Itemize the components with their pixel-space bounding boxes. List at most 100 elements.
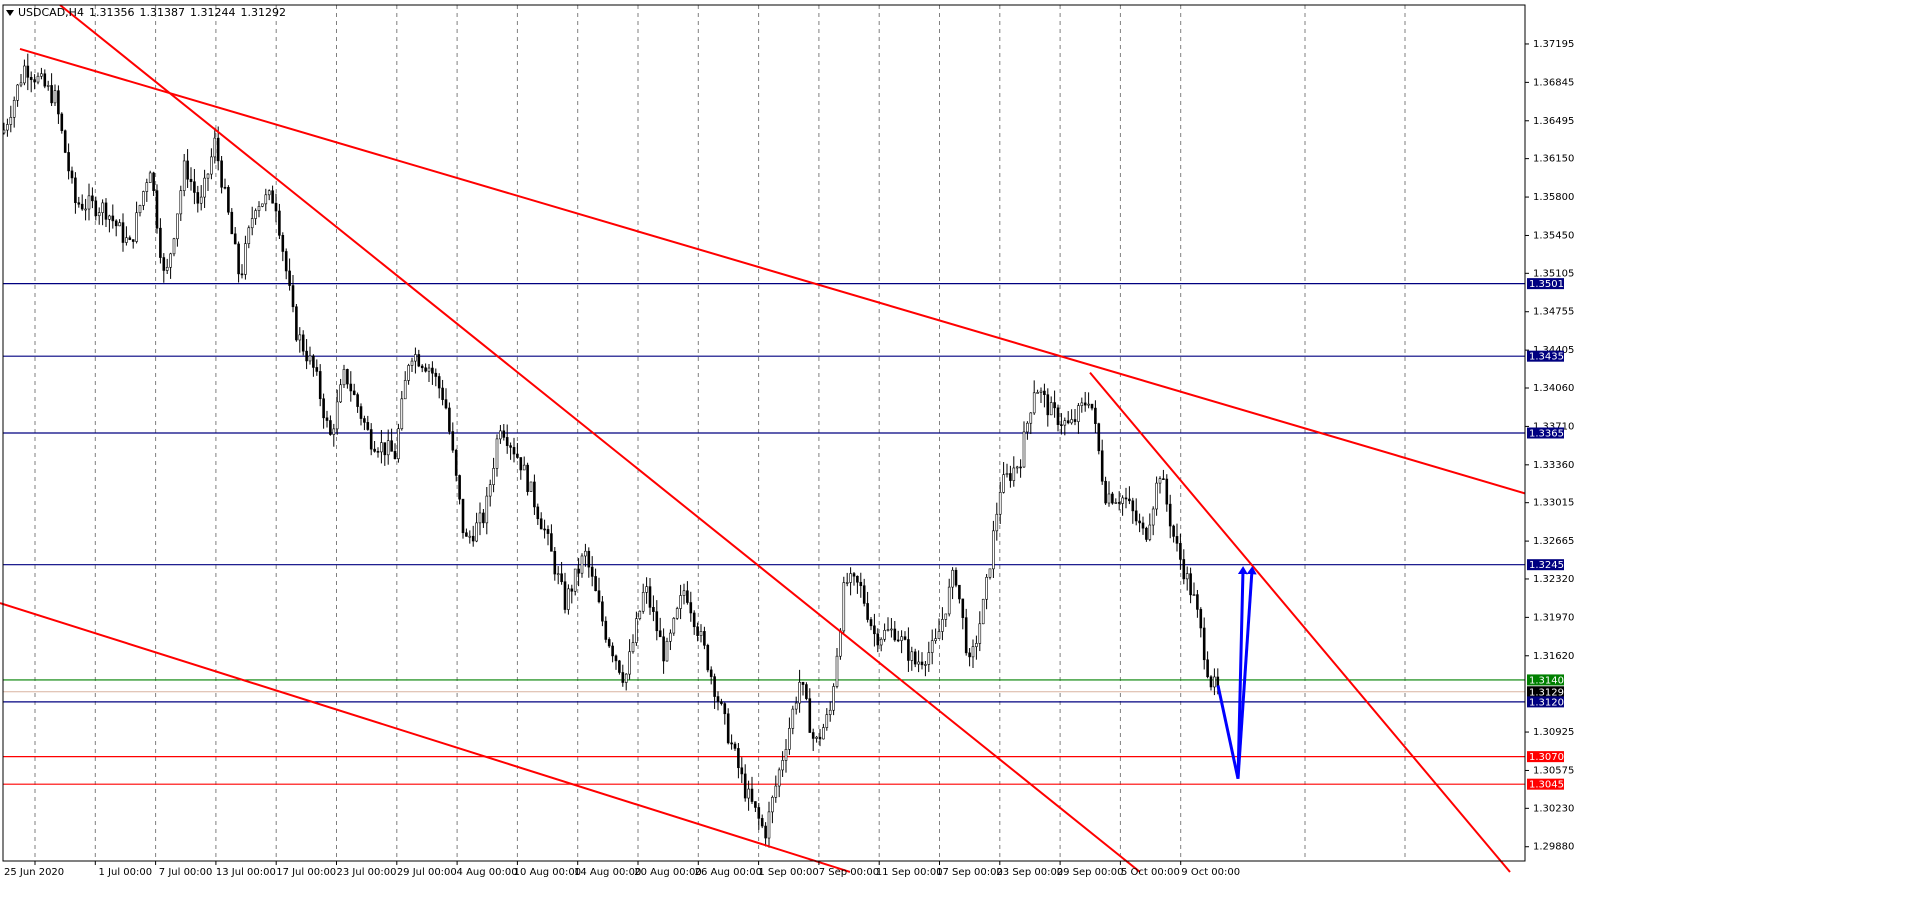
candle-body	[519, 457, 523, 471]
candle-body	[658, 630, 662, 638]
candle-body	[686, 590, 689, 603]
dropdown-triangle-icon[interactable]	[6, 10, 14, 16]
candle-body	[815, 736, 818, 739]
price-level-badge	[1527, 751, 1564, 763]
candle-body	[1172, 525, 1175, 537]
symbol-header: USDCAD,H4 1.31356 1.31387 1.31244 1.31292	[6, 6, 291, 19]
x-tick-label: 11 Sep 00:00	[876, 867, 943, 878]
candle-body	[182, 160, 186, 191]
candle-body	[451, 431, 455, 451]
candle-body	[60, 113, 64, 132]
y-tick-label: 1.33710	[1533, 421, 1574, 432]
candle-body	[818, 736, 822, 740]
candle-body	[1158, 478, 1162, 484]
candle-body	[53, 90, 57, 104]
candle-body	[716, 696, 720, 702]
candle-body	[747, 788, 750, 799]
candle-body	[1104, 480, 1107, 504]
x-tick-label: 14 Aug 00:00	[574, 867, 641, 878]
candle-body	[193, 181, 196, 193]
candle-body	[679, 595, 682, 609]
candle-body	[240, 273, 244, 276]
candle-body	[206, 173, 210, 179]
candle-body	[1049, 402, 1053, 416]
candle-body	[230, 211, 234, 235]
price-level-badge	[1527, 350, 1564, 362]
x-tick-label: 23 Sep 00:00	[996, 867, 1063, 878]
candle-body	[352, 390, 356, 395]
candle-body	[655, 611, 659, 632]
candle-body	[777, 769, 781, 787]
price-level-badge	[1527, 674, 1564, 686]
candle-body	[434, 372, 438, 377]
candle-body	[1206, 659, 1209, 678]
candle-body	[852, 573, 856, 577]
candle-body	[856, 575, 859, 583]
candle-body	[488, 484, 492, 497]
candle-body	[1199, 609, 1203, 629]
candle-body	[437, 376, 441, 389]
candle-body	[672, 618, 676, 634]
candle-body	[108, 215, 111, 220]
candle-body	[458, 475, 461, 500]
candle-body	[740, 767, 744, 775]
candle-body	[1026, 422, 1029, 433]
candle-body	[325, 417, 329, 421]
candle-body	[1138, 520, 1141, 524]
candle-body	[682, 590, 686, 596]
candle-body	[1131, 500, 1135, 512]
candle-body	[774, 785, 778, 798]
candle-body	[890, 628, 893, 631]
low-value: 1.31244	[189, 6, 236, 19]
y-tick-label: 1.36495	[1533, 116, 1574, 127]
candle-body	[1056, 407, 1060, 425]
candle-body	[526, 464, 529, 492]
candle-body	[1046, 394, 1050, 416]
candle-body	[247, 227, 251, 244]
candle-body	[288, 270, 291, 286]
candle-body	[869, 619, 873, 627]
candle-body	[934, 638, 937, 642]
candle-body	[1070, 419, 1073, 424]
candle-body	[97, 212, 101, 217]
close-value: 1.31292	[240, 6, 286, 19]
price-level-label: 1.31200	[1529, 697, 1570, 708]
price-level-label: 1.31400	[1529, 675, 1570, 686]
candle-body	[975, 643, 978, 647]
y-tick-label: 1.37195	[1533, 39, 1574, 50]
candle-body	[635, 618, 638, 643]
forecast-arrow[interactable]	[1236, 566, 1257, 779]
candle-body	[349, 383, 353, 392]
candle-body	[23, 65, 26, 84]
candle-body	[261, 203, 264, 207]
trendline[interactable]	[19, 47, 1526, 495]
candle-body	[1182, 559, 1186, 580]
trendline[interactable]	[59, 4, 1141, 873]
candle-body	[57, 90, 60, 115]
y-tick-label: 1.29880	[1533, 842, 1574, 853]
candle-body	[788, 728, 791, 750]
candle-body	[879, 638, 883, 646]
candle-body	[131, 239, 135, 242]
candle-body	[614, 655, 618, 662]
candle-body	[563, 581, 567, 610]
candle-body	[1012, 467, 1016, 481]
candle-body	[917, 661, 920, 665]
candle-body	[764, 825, 767, 839]
candle-body	[1175, 536, 1179, 544]
candle-body	[380, 442, 383, 453]
candle-body	[155, 190, 159, 229]
candle-body	[1134, 510, 1138, 522]
candle-body	[825, 714, 829, 728]
candle-body	[271, 190, 274, 204]
candle-body	[1005, 473, 1009, 475]
candle-body	[543, 528, 546, 531]
x-tick-label: 9 Oct 00:00	[1181, 867, 1240, 878]
trendline[interactable]	[0, 602, 851, 873]
candle-body	[444, 399, 448, 409]
candle-body	[900, 636, 903, 641]
trendline[interactable]	[1089, 371, 1511, 873]
candle-body	[220, 160, 223, 188]
